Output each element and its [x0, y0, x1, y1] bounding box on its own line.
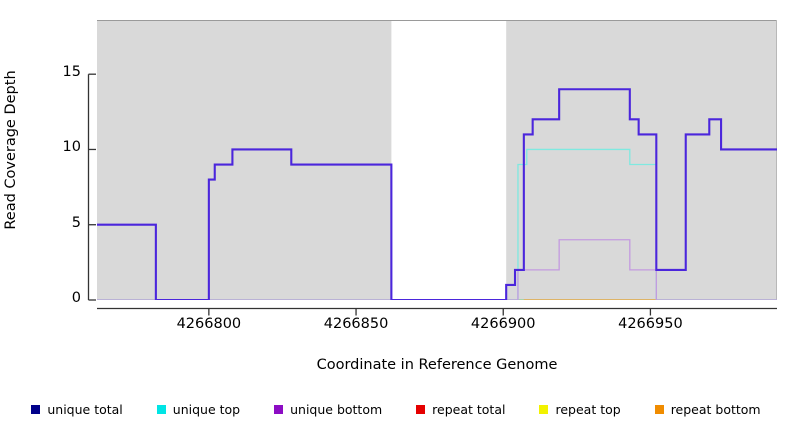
legend-swatch-icon [274, 404, 284, 414]
series-line-unique-bottom [97, 239, 777, 300]
legend-item-repeat-bottom[interactable]: repeat bottom [654, 401, 761, 417]
x-tick-label: 4266900 [470, 316, 536, 332]
legend-swatch-icon [539, 404, 549, 414]
plot-svg [97, 20, 777, 300]
chart-legend: unique total unique top unique bottom repea… [0, 398, 792, 420]
legend-swatch-icon [654, 404, 664, 414]
legend-item-unique-bottom[interactable]: unique bottom [274, 402, 382, 417]
legend-label: unique total [47, 401, 123, 417]
panel-background-right [506, 20, 777, 300]
legend-item-unique-top[interactable]: unique top [156, 401, 241, 417]
panel-background-left [97, 20, 392, 300]
legend-item-unique-total[interactable]: unique total [31, 401, 123, 417]
legend-item-repeat-top[interactable]: repeat top [539, 401, 621, 417]
x-tick-label: 4266800 [176, 316, 242, 332]
legend-label: unique top [172, 401, 241, 417]
y-tick-label: 5 [71, 214, 81, 231]
x-tick-label: 4266850 [323, 316, 389, 332]
legend-item-repeat-total[interactable]: repeat total [416, 402, 505, 417]
x-tick-label: 4266950 [618, 316, 683, 332]
y-tick-label: 0 [71, 290, 81, 306]
legend-label: unique bottom [290, 401, 383, 417]
legend-label: repeat top [555, 401, 621, 417]
x-axis-title: Coordinate in Reference Genome [316, 357, 558, 373]
y-tick-label: 15 [62, 64, 81, 81]
legend-label: repeat total [432, 401, 506, 417]
legend-swatch-icon [156, 404, 166, 414]
plot-area [97, 20, 777, 300]
legend-swatch-icon [416, 404, 426, 414]
series-line-unique-total [97, 88, 777, 300]
legend-swatch-icon [31, 404, 41, 414]
y-axis-title: Read Coverage Depth [3, 70, 19, 230]
y-tick-label: 10 [62, 139, 81, 156]
legend-label: repeat bottom [670, 401, 761, 417]
